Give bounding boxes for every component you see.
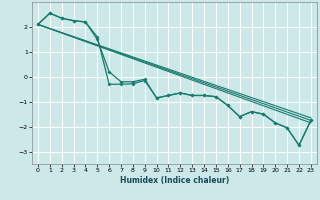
X-axis label: Humidex (Indice chaleur): Humidex (Indice chaleur): [120, 176, 229, 185]
